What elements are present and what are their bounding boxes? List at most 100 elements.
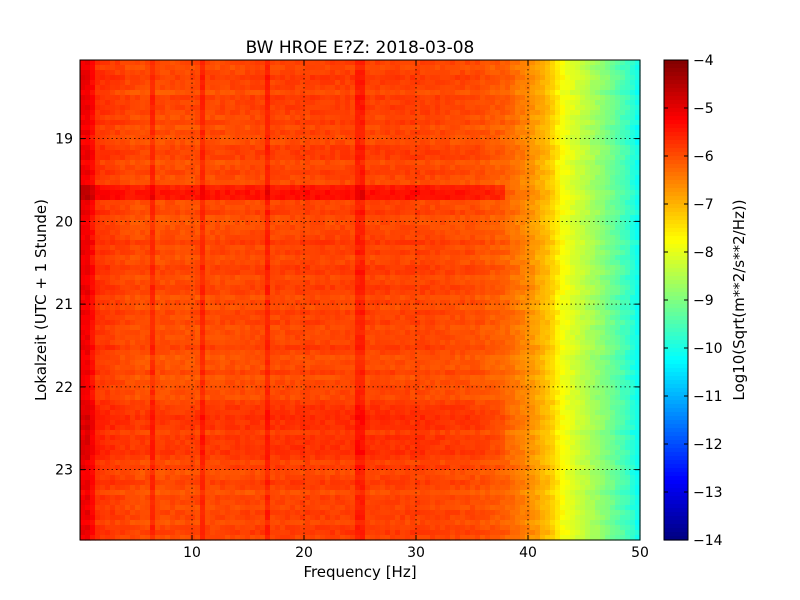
x-tick-label: 50 bbox=[631, 545, 649, 561]
colorbar-segment bbox=[664, 120, 688, 125]
colorbar-segment bbox=[664, 128, 688, 133]
colorbar-tick-label: −5 bbox=[693, 101, 714, 117]
colorbar-segment bbox=[664, 212, 688, 217]
colorbar-segment bbox=[664, 100, 688, 105]
colorbar: −4 −5 −6 −7 −8 −9 −10 −11 −12 −13 −14 bbox=[663, 53, 723, 549]
plot-frame bbox=[79, 59, 641, 541]
colorbar-segment bbox=[664, 76, 688, 81]
colorbar-segment bbox=[664, 220, 688, 225]
colorbar-segment bbox=[664, 196, 688, 201]
colorbar-segment bbox=[664, 364, 688, 369]
colorbar-segment bbox=[664, 188, 688, 193]
colorbar-segment bbox=[664, 384, 688, 389]
colorbar-segment bbox=[664, 416, 688, 421]
colorbar-segment bbox=[664, 500, 688, 505]
colorbar-segment bbox=[664, 264, 688, 269]
colorbar-segment bbox=[664, 368, 688, 373]
colorbar-segment bbox=[664, 84, 688, 89]
x-tick-label: 10 bbox=[183, 545, 201, 561]
colorbar-segment bbox=[664, 104, 688, 109]
colorbar-segment bbox=[664, 312, 688, 317]
colorbar-segment bbox=[664, 92, 688, 97]
y-axis-label: Lokalzeit (UTC + 1 Stunde) bbox=[32, 199, 50, 401]
colorbar-segment bbox=[664, 388, 688, 393]
x-axis-label: Frequency [Hz] bbox=[303, 563, 416, 581]
colorbar-tick-label: −10 bbox=[693, 341, 723, 357]
x-axis: 10 20 30 40 50 bbox=[183, 60, 649, 561]
colorbar-tick-label: −7 bbox=[693, 197, 714, 213]
colorbar-segment bbox=[664, 456, 688, 461]
x-tick-label: 30 bbox=[407, 545, 425, 561]
colorbar-segment bbox=[664, 208, 688, 213]
colorbar-tick-label: −11 bbox=[693, 389, 723, 405]
colorbar-segment bbox=[664, 376, 688, 381]
colorbar-segment bbox=[664, 184, 688, 189]
colorbar-segment bbox=[664, 172, 688, 177]
colorbar-segment bbox=[664, 424, 688, 429]
colorbar-segment bbox=[664, 192, 688, 197]
colorbar-segment bbox=[664, 448, 688, 453]
colorbar-segment bbox=[664, 244, 688, 249]
colorbar-segment bbox=[664, 472, 688, 477]
colorbar-segment bbox=[664, 372, 688, 377]
colorbar-segment bbox=[664, 432, 688, 437]
colorbar-segment bbox=[664, 148, 688, 153]
colorbar-segment bbox=[664, 272, 688, 277]
colorbar-segment bbox=[664, 96, 688, 101]
x-tick-label: 40 bbox=[519, 545, 537, 561]
colorbar-segment bbox=[664, 404, 688, 409]
colorbar-segment bbox=[664, 484, 688, 489]
colorbar-segment bbox=[664, 512, 688, 517]
colorbar-segment bbox=[664, 296, 688, 301]
colorbar-segment bbox=[664, 144, 688, 149]
colorbar-segment bbox=[664, 356, 688, 361]
colorbar-segment bbox=[664, 88, 688, 93]
colorbar-segment bbox=[664, 352, 688, 357]
colorbar-tick-label: −9 bbox=[693, 293, 714, 309]
colorbar-segment bbox=[664, 204, 688, 209]
colorbar-segment bbox=[664, 68, 688, 73]
colorbar-segment bbox=[664, 476, 688, 481]
colorbar-segment bbox=[664, 524, 688, 529]
colorbar-segment bbox=[664, 452, 688, 457]
colorbar-segment bbox=[664, 532, 688, 537]
x-tick-label: 20 bbox=[295, 545, 313, 561]
y-tick-label: 19 bbox=[55, 132, 73, 148]
colorbar-segment bbox=[664, 328, 688, 333]
grid-lines bbox=[80, 60, 640, 540]
colorbar-segment bbox=[664, 380, 688, 385]
colorbar-segment bbox=[664, 348, 688, 353]
colorbar-segment bbox=[664, 460, 688, 465]
colorbar-segment bbox=[664, 420, 688, 425]
colorbar-segment bbox=[664, 252, 688, 257]
colorbar-tick-label: −4 bbox=[693, 53, 714, 69]
colorbar-segment bbox=[664, 316, 688, 321]
colorbar-segment bbox=[664, 304, 688, 309]
colorbar-segment bbox=[664, 440, 688, 445]
y-tick-label: 23 bbox=[55, 463, 73, 479]
colorbar-segment bbox=[664, 320, 688, 325]
colorbar-segment bbox=[664, 428, 688, 433]
colorbar-segment bbox=[664, 504, 688, 509]
heatmap-cells bbox=[80, 60, 641, 541]
colorbar-segment bbox=[664, 112, 688, 117]
colorbar-segment bbox=[664, 64, 688, 69]
colorbar-segment bbox=[664, 136, 688, 141]
y-axis: 19 20 21 22 23 bbox=[55, 132, 640, 479]
colorbar-segment bbox=[664, 516, 688, 521]
colorbar-segment bbox=[664, 520, 688, 525]
colorbar-tick-label: −8 bbox=[693, 245, 714, 261]
colorbar-tick-label: −12 bbox=[693, 437, 723, 453]
colorbar-segment bbox=[664, 260, 688, 265]
colorbar-segment bbox=[664, 72, 688, 77]
colorbar-segment bbox=[664, 156, 688, 161]
colorbar-segment bbox=[664, 300, 688, 305]
colorbar-segment bbox=[664, 140, 688, 145]
colorbar-segment bbox=[664, 480, 688, 485]
colorbar-segment bbox=[664, 164, 688, 169]
colorbar-segment bbox=[664, 392, 688, 397]
y-tick-label: 22 bbox=[55, 380, 73, 396]
colorbar-segment bbox=[664, 256, 688, 261]
colorbar-segment bbox=[664, 488, 688, 493]
